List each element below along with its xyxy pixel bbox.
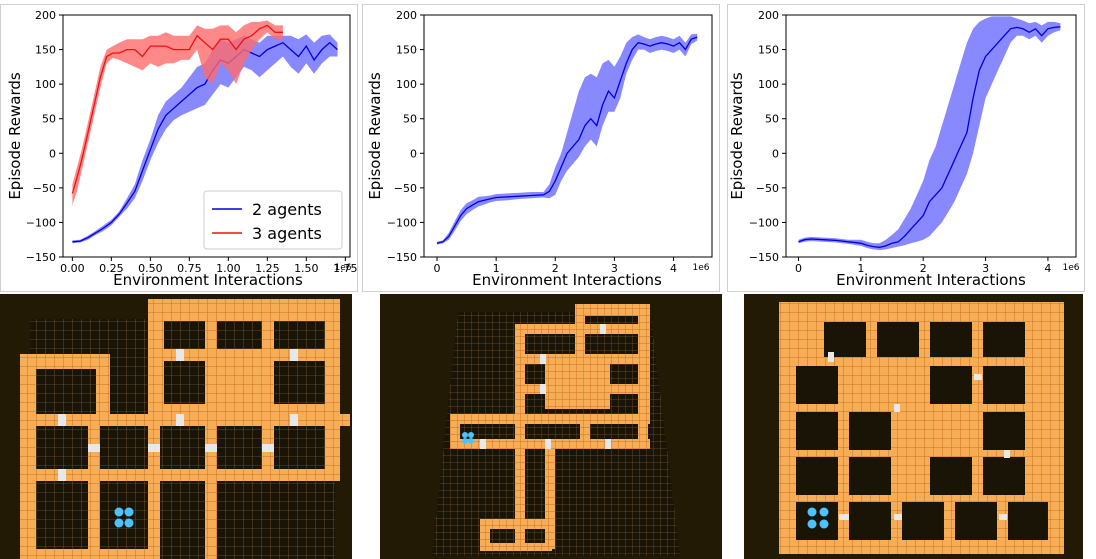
x-tick-label: 0.00: [60, 262, 85, 275]
y-axis-label: Episode Rewards: [366, 72, 384, 200]
x-tick-label: 3: [611, 262, 618, 275]
map-middle-walls: [450, 304, 650, 551]
x-tick-label: 3: [982, 262, 989, 275]
x-scale-multiplier: 1e6: [335, 263, 352, 273]
series-line-0: [436, 36, 698, 244]
x-tick-label: 0: [434, 262, 441, 275]
map-right-agents: [807, 507, 829, 529]
map-right-doors: [828, 352, 1010, 520]
map-middle-doors: [480, 324, 611, 449]
x-tick-label: 1: [857, 262, 864, 275]
y-tick-label: −150: [26, 251, 56, 264]
x-tick-label: 0.75: [177, 262, 202, 275]
series-band-0: [798, 16, 1061, 251]
chart-left-2-vs-3-agents: 0.00 0.25 0.50 0.75 1.00 1.25 1.50 1.75 −150 −100…: [6, 9, 358, 289]
y-tick-label: 0: [49, 147, 56, 160]
y-tick-label: 150: [35, 44, 56, 57]
map-right-rooms-cells: [796, 322, 1048, 540]
legend: [203, 190, 343, 250]
plot-area-frame: [62, 14, 351, 258]
map-middle-agents: [462, 432, 474, 444]
y-tick-label: 200: [758, 9, 779, 22]
x-tick-label: 0.50: [138, 262, 163, 275]
x-tick-label: 1.75: [333, 262, 358, 275]
y-tick-label: 50: [42, 113, 56, 126]
x-tick-label: 4: [670, 262, 677, 275]
y-tick-label: 0: [410, 147, 417, 160]
x-axis-label: Environment Interactions: [836, 271, 1026, 289]
y-tick-label: 0: [772, 147, 779, 160]
x-scale-multiplier: 1e6: [1063, 263, 1080, 273]
map-right-rooms: [779, 302, 1064, 554]
y-tick-label: −150: [387, 251, 417, 264]
y-tick-label: 150: [758, 44, 779, 57]
y-tick-label: 100: [396, 78, 417, 91]
y-tick-label: 50: [403, 113, 417, 126]
series-line-0: [72, 41, 338, 243]
map-left-rooms: [20, 299, 350, 559]
y-tick-label: −100: [26, 216, 56, 229]
x-tick-label: 2: [552, 262, 559, 275]
y-tick-label: −150: [749, 251, 779, 264]
x-tick-label: 1.00: [216, 262, 241, 275]
y-tick-label: −100: [387, 216, 417, 229]
x-tick-label: 2: [920, 262, 927, 275]
x-tick-label: 1: [493, 262, 500, 275]
y-tick-label: −50: [33, 182, 56, 195]
y-tick-label: 100: [35, 78, 56, 91]
x-axis-label: Environment Interactions: [113, 271, 303, 289]
series-line-1: [71, 24, 283, 194]
map-image-right: [744, 294, 1083, 559]
y-tick-label: −100: [749, 216, 779, 229]
plot-area-frame: [423, 14, 713, 258]
map-image-middle: [380, 294, 722, 559]
x-tick-label: 1.50: [294, 262, 319, 275]
y-tick-label: 100: [758, 78, 779, 91]
chart-frame-right: [727, 4, 1085, 292]
y-tick-label: −50: [756, 182, 779, 195]
chart-right: 0 1 2 3 4 −150 −100 −50 0 50 100 150 200 Environment …: [728, 9, 1080, 289]
map-left-agents: [114, 507, 134, 528]
series-band-1: [72, 20, 283, 206]
series-line-0: [798, 26, 1061, 248]
x-tick-label: 1.25: [255, 262, 280, 275]
plot-area-frame: [785, 14, 1077, 258]
map-middle-rooms: [432, 304, 680, 556]
legend-entry-label: 2 agents: [252, 200, 322, 219]
chart-frame-middle: [362, 4, 720, 292]
x-axis-label: Environment Interactions: [472, 271, 662, 289]
x-tick-label: 0: [795, 262, 802, 275]
series-band-0: [437, 33, 698, 245]
chart-middle: 0 1 2 3 4 −150 −100 −50 0 50 100 150 200 Environment …: [366, 9, 713, 289]
y-tick-label: 200: [396, 9, 417, 22]
map-left-doors: [58, 349, 298, 481]
y-tick-label: 150: [396, 44, 417, 57]
y-tick-label: −50: [394, 182, 417, 195]
y-tick-label: 50: [765, 113, 779, 126]
y-axis-label: Episode Rewards: [6, 72, 24, 200]
map-image-left: [0, 294, 352, 559]
x-tick-label: 0.25: [99, 262, 124, 275]
legend-entry-label: 3 agents: [252, 224, 322, 243]
x-scale-multiplier: 1e6: [693, 263, 710, 273]
y-axis-label: Episode Rewards: [728, 72, 746, 200]
x-tick-label: 4: [1044, 262, 1051, 275]
y-tick-label: 200: [35, 9, 56, 22]
